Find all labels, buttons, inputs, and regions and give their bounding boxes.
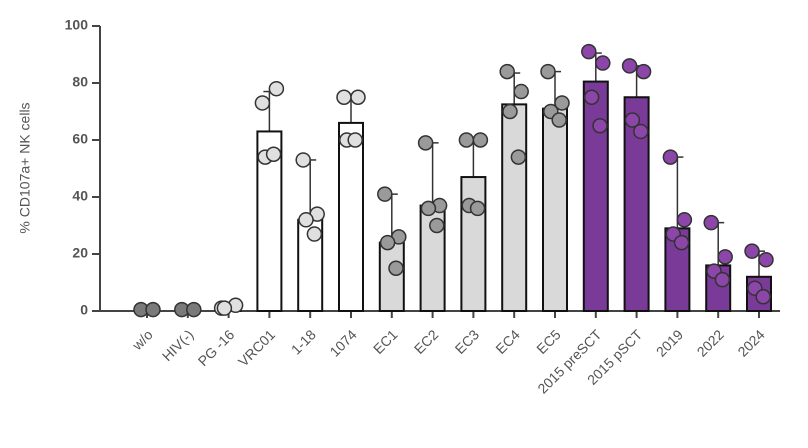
data-point xyxy=(336,89,352,105)
y-tick-label: 40 xyxy=(72,188,88,204)
y-tick-label: 20 xyxy=(72,245,88,261)
data-point xyxy=(306,226,323,242)
data-point xyxy=(417,135,434,151)
bar xyxy=(582,80,609,312)
data-point xyxy=(379,234,396,251)
data-point xyxy=(347,132,363,148)
bar xyxy=(460,176,487,312)
x-tick-label: VRC01 xyxy=(235,326,278,369)
data-point xyxy=(662,149,679,165)
x-tick-label: EC5 xyxy=(533,326,564,357)
x-tick-label: w/o xyxy=(128,326,156,354)
data-point xyxy=(513,83,529,100)
data-point xyxy=(703,214,719,231)
y-tick-label: 0 xyxy=(80,302,88,318)
data-point xyxy=(633,123,649,140)
data-point xyxy=(186,301,202,318)
x-tick-label: EC4 xyxy=(492,326,523,357)
bar xyxy=(501,103,528,312)
data-point xyxy=(420,200,437,217)
data-point xyxy=(540,63,556,80)
y-tick-label: 60 xyxy=(72,131,88,147)
x-tick-label: HIV(-) xyxy=(159,326,197,364)
data-point xyxy=(298,212,314,228)
data-point xyxy=(265,146,282,162)
data-point xyxy=(583,89,600,105)
data-point xyxy=(554,95,570,111)
data-point xyxy=(676,212,693,228)
data-point xyxy=(635,63,652,80)
data-point xyxy=(595,55,611,71)
x-tick-label: EC1 xyxy=(370,326,401,357)
y-axis-label: % CD107a+ NK cells xyxy=(17,102,33,233)
x-tick-label: 2022 xyxy=(694,326,727,359)
data-point xyxy=(388,260,404,276)
x-tick-label: PG -16 xyxy=(195,326,238,369)
data-point xyxy=(755,289,771,305)
data-point xyxy=(145,301,161,318)
data-point xyxy=(551,112,567,128)
data-point xyxy=(268,80,285,97)
y-tick-label: 100 xyxy=(65,17,89,33)
bar xyxy=(378,241,405,313)
data-point xyxy=(717,249,733,265)
data-point xyxy=(295,152,311,168)
data-point xyxy=(624,112,641,128)
data-point xyxy=(377,186,393,202)
data-point xyxy=(581,43,597,60)
data-point xyxy=(458,132,475,148)
y-tick-label: 80 xyxy=(72,74,88,90)
data-point xyxy=(510,149,527,165)
data-point xyxy=(592,118,608,134)
x-tick-label: EC3 xyxy=(452,326,483,357)
x-tick-label: 2024 xyxy=(734,326,767,359)
data-point xyxy=(216,300,233,316)
data-point xyxy=(714,271,731,288)
x-tick-label: EC2 xyxy=(411,326,442,357)
data-point xyxy=(499,63,515,80)
bar xyxy=(542,107,568,313)
data-point xyxy=(502,103,518,120)
data-point xyxy=(469,200,486,217)
data-point xyxy=(758,251,774,268)
x-tick-label: 1074 xyxy=(326,326,359,359)
data-point xyxy=(472,132,489,148)
x-tick-label: 2019 xyxy=(653,326,686,359)
data-point xyxy=(254,95,271,111)
data-point xyxy=(429,217,445,234)
x-tick-label: 1-18 xyxy=(288,326,319,357)
data-point xyxy=(350,89,366,105)
data-point xyxy=(621,58,638,74)
bar xyxy=(338,121,364,313)
data-point xyxy=(744,243,760,259)
data-point xyxy=(673,234,690,251)
